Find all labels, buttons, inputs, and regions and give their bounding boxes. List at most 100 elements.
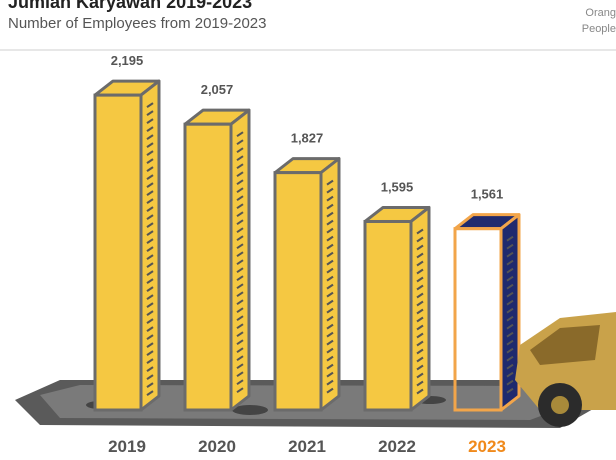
bar-hatch [146, 158, 154, 164]
bar-front [93, 93, 143, 412]
bar-hatch [146, 142, 154, 148]
x-tick-label: 2022 [378, 437, 416, 456]
bar-hatch [146, 318, 154, 324]
bar-hatch [416, 284, 424, 291]
bar-hatch [236, 355, 244, 362]
bar-hatch [326, 291, 334, 298]
bar-hatch [146, 342, 154, 348]
bar-hatch [236, 163, 244, 170]
bar-hatch [236, 283, 244, 290]
bar-hatch [506, 299, 514, 306]
bar-hatch [326, 251, 334, 258]
bar-hatch [326, 275, 334, 282]
bar-hatch [146, 334, 154, 340]
x-tick-label: 2023 [468, 437, 506, 456]
value-label: 2,057 [201, 82, 234, 97]
bar-hatch [236, 179, 244, 186]
bar-hatch [326, 379, 334, 386]
bar-hatch [236, 267, 244, 274]
x-tick-label: 2020 [198, 437, 236, 456]
bar-hatch [506, 283, 514, 290]
bar-hatch [506, 323, 514, 330]
bar-hatch [416, 228, 424, 235]
bar-hatch [416, 388, 424, 395]
x-tick-label: 2019 [108, 437, 146, 456]
bar-hatch [326, 363, 334, 370]
bar [93, 79, 161, 412]
bar-hatch [146, 246, 154, 252]
bar-hatch [416, 268, 424, 275]
bar-hatch [146, 206, 154, 212]
bar-hatch [506, 267, 514, 274]
bar-hatch [506, 235, 514, 242]
bar-hatch [416, 356, 424, 363]
bar-hatch [146, 110, 154, 116]
chart-title: Jumlah Karyawan 2019-2023 [8, 0, 252, 12]
bar-hatch [236, 299, 244, 306]
bar-hatch [506, 259, 514, 266]
bar-hatch [416, 380, 424, 387]
bar-hatch [236, 259, 244, 266]
bar-hatch [236, 291, 244, 298]
bar-hatch [506, 363, 514, 370]
bar-hatch [236, 339, 244, 346]
bar-hatch [146, 102, 154, 108]
bar-hatch [416, 292, 424, 299]
bar-hatch [326, 323, 334, 330]
bar-hatch [236, 275, 244, 282]
bar-hatch [506, 331, 514, 338]
bar-hatch [326, 315, 334, 322]
bar-hatch [326, 283, 334, 290]
bar-hatch [146, 382, 154, 388]
bar-hatch [326, 259, 334, 266]
bar [183, 108, 251, 412]
bar-hatch [416, 244, 424, 251]
bar-hatch [236, 195, 244, 202]
bar-hatch [236, 307, 244, 314]
bar-hatch [506, 243, 514, 250]
bar-hatch [236, 171, 244, 178]
bar-hatch [236, 155, 244, 162]
bar-hatch [326, 299, 334, 306]
bar-hatch [326, 203, 334, 210]
bar-hatch [146, 214, 154, 220]
bar-hatch [146, 358, 154, 364]
bar-hatch [236, 243, 244, 250]
bar-hatch [236, 203, 244, 210]
truck [515, 312, 616, 427]
bar-hatch [146, 366, 154, 372]
bar-hatch [146, 238, 154, 244]
bar-hatch [146, 182, 154, 188]
bar-hatch [146, 286, 154, 292]
bar-hatch [416, 316, 424, 323]
bar-hatch [326, 307, 334, 314]
bar-hatch [236, 323, 244, 330]
bar-front [453, 227, 503, 412]
bar-front [183, 122, 233, 412]
bar-hatch [416, 308, 424, 315]
bar-hatch [236, 227, 244, 234]
bar-hatch [146, 390, 154, 396]
value-label: 1,561 [471, 187, 504, 202]
bar-hatch [416, 364, 424, 371]
bar-hatch [506, 347, 514, 354]
bar-hatch [506, 291, 514, 298]
unit-label-en: People [582, 23, 616, 35]
bar-hatch [146, 222, 154, 228]
bar-hatch [326, 179, 334, 186]
bar-hatch [326, 227, 334, 234]
bar-hatch [326, 219, 334, 226]
bar-hatch [326, 211, 334, 218]
bar-hatch [326, 339, 334, 346]
bar-hatch [416, 276, 424, 283]
bar-hatch [326, 347, 334, 354]
bar-hatch [146, 326, 154, 332]
bar-hatch [506, 307, 514, 314]
bar-hatch [146, 254, 154, 260]
x-tick-label: 2021 [288, 437, 326, 456]
bar-hatch [146, 278, 154, 284]
value-label: 1,595 [381, 179, 414, 194]
bar-hatch [146, 230, 154, 236]
bar-hatch [416, 372, 424, 379]
bar-hatch [146, 374, 154, 380]
